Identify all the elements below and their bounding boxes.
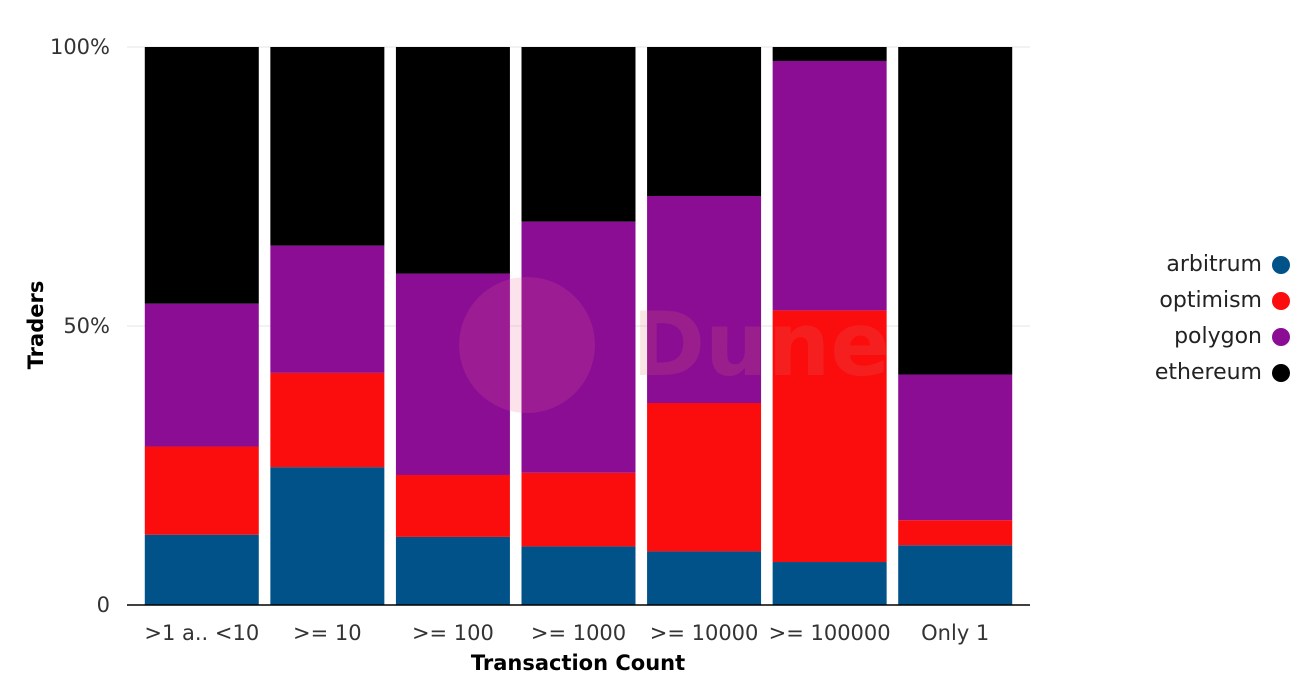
- y-axis-title: Traders: [24, 281, 48, 370]
- bar-segment-polygon[interactable]: [647, 195, 762, 404]
- x-tick-label: >= 10: [293, 621, 362, 645]
- bar-segment-polygon[interactable]: [772, 60, 887, 311]
- dune-watermark: Dune: [459, 277, 890, 413]
- bar-segment-optimism[interactable]: [144, 446, 259, 535]
- bar-segment-arbitrum[interactable]: [898, 545, 1013, 605]
- bar-segment-polygon[interactable]: [144, 303, 259, 447]
- bar-segment-polygon[interactable]: [898, 374, 1013, 521]
- bar-segment-optimism[interactable]: [395, 474, 510, 537]
- bar-segment-polygon[interactable]: [521, 221, 636, 473]
- bar-segment-optimism[interactable]: [270, 372, 385, 468]
- bar-segment-ethereum[interactable]: [772, 47, 887, 61]
- x-tick-label: >1 a.. <10: [144, 621, 259, 645]
- bar-segment-arbitrum[interactable]: [395, 536, 510, 605]
- bar-segment-ethereum[interactable]: [898, 47, 1013, 375]
- bar-segment-arbitrum[interactable]: [270, 467, 385, 605]
- bar-segment-arbitrum[interactable]: [521, 546, 636, 605]
- legend-swatch-icon: [1272, 363, 1290, 382]
- legend-label: polygon: [1174, 324, 1262, 349]
- bar-segment-arbitrum[interactable]: [144, 534, 259, 605]
- legend-swatch-icon: [1272, 327, 1290, 346]
- bar-segment-polygon[interactable]: [270, 245, 385, 373]
- y-tick-label: 0: [97, 593, 110, 617]
- watermark-text: Dune: [632, 293, 890, 396]
- y-axis-ticks: 0 50% 100%: [50, 35, 110, 617]
- x-axis-title: Transaction Count: [471, 651, 685, 675]
- x-tick-label: >= 10000: [650, 621, 759, 645]
- legend: arbitrum optimism polygon ethereum: [1155, 252, 1290, 385]
- bar-segment-optimism[interactable]: [521, 472, 636, 547]
- legend-item-ethereum[interactable]: ethereum: [1155, 360, 1290, 385]
- x-tick-label: >= 100: [412, 621, 494, 645]
- bar-segment-arbitrum[interactable]: [647, 551, 762, 605]
- x-tick-label: >= 100000: [769, 621, 891, 645]
- bar-segment-optimism[interactable]: [898, 520, 1013, 546]
- bar-segment-ethereum[interactable]: [521, 47, 636, 222]
- legend-swatch-icon: [1272, 291, 1290, 310]
- legend-item-arbitrum[interactable]: arbitrum: [1166, 252, 1290, 277]
- x-axis-ticks: >1 a.. <10 >= 10 >= 100 >= 1000 >= 10000 >= 1…: [144, 621, 989, 645]
- legend-label: ethereum: [1154, 360, 1262, 385]
- bar-segment-ethereum[interactable]: [144, 47, 259, 304]
- y-tick-label: 50%: [63, 314, 110, 338]
- y-tick-label: 100%: [50, 35, 110, 59]
- bar-segment-optimism[interactable]: [647, 403, 762, 552]
- dune-logo-icon: [459, 277, 595, 413]
- bar-segment-optimism[interactable]: [772, 310, 887, 563]
- legend-swatch-icon: [1272, 255, 1290, 274]
- bar-segment-polygon[interactable]: [395, 273, 510, 475]
- legend-item-polygon[interactable]: polygon: [1174, 324, 1290, 349]
- bar-segment-arbitrum[interactable]: [772, 562, 887, 605]
- bar-segment-ethereum[interactable]: [395, 47, 510, 274]
- bar-segment-ethereum[interactable]: [270, 47, 385, 246]
- bar-segment-ethereum[interactable]: [647, 47, 762, 196]
- x-tick-label: Only 1: [921, 621, 989, 645]
- legend-label: optimism: [1159, 288, 1262, 313]
- x-tick-label: >= 1000: [531, 621, 626, 645]
- legend-label: arbitrum: [1166, 252, 1262, 277]
- legend-item-optimism[interactable]: optimism: [1159, 288, 1290, 313]
- bars: [144, 47, 1013, 605]
